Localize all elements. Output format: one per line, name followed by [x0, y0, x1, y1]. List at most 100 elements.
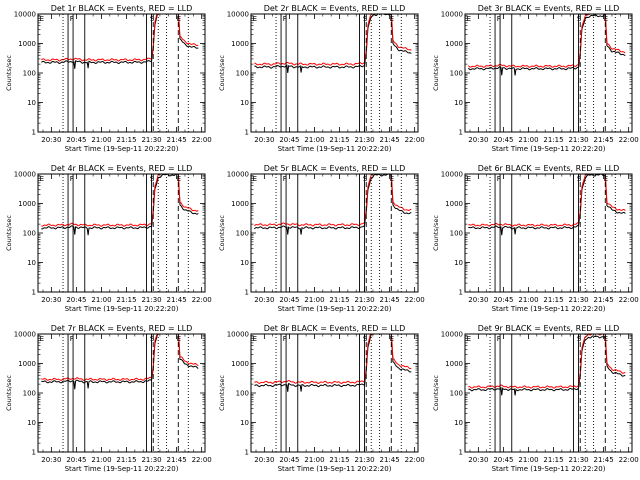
marker-label: F [497, 335, 501, 343]
y-tick-label: 1 [32, 129, 36, 137]
marker-label: E [40, 15, 44, 23]
x-tick-label: 21:00 [304, 296, 324, 304]
x-tick-label: 21:30 [568, 296, 588, 304]
plot-area [254, 174, 412, 235]
x-tick-label: 20:45 [493, 456, 513, 464]
x-tick-label: 20:45 [66, 456, 86, 464]
marker-label: E [40, 335, 44, 343]
marker-label: E [177, 175, 181, 183]
x-tick-label: 21:45 [167, 136, 187, 144]
marker-label: E [467, 335, 471, 343]
panel-title: Det 6r BLACK = Events, RED = LLD [478, 164, 620, 173]
x-axis-label: Start Time (19-Sep-11 20:22:20) [65, 305, 179, 313]
events-series-line [468, 174, 626, 236]
y-tick-label: 100 [23, 390, 36, 398]
marker-label: E [604, 175, 608, 183]
y-tick-label: 100 [236, 230, 249, 238]
events-series-line [41, 334, 199, 390]
x-tick-label: 21:30 [568, 456, 588, 464]
y-tick-label: 10 [240, 419, 249, 427]
marker-label: S [577, 175, 582, 183]
y-tick-label: 1000 [18, 360, 36, 368]
x-tick-label: 21:00 [304, 456, 324, 464]
lld-series-line [468, 334, 626, 389]
x-tick-label: 20:30 [254, 136, 274, 144]
plot-frame [464, 13, 633, 133]
y-axis-label: Counts/sec [218, 215, 226, 251]
y-tick-label: 100 [23, 70, 36, 78]
y-tick-label: 1 [245, 289, 249, 297]
y-tick-label: 10 [454, 419, 463, 427]
x-tick-label: 21:30 [141, 136, 161, 144]
y-tick-label: 100 [236, 70, 249, 78]
y-axis-label: Counts/sec [432, 215, 440, 251]
x-tick-label: 21:15 [543, 136, 563, 144]
x-tick-label: 20:30 [468, 296, 488, 304]
x-tick-label: 22:00 [619, 456, 639, 464]
marker-label: S [150, 15, 155, 23]
y-tick-label: 10000 [441, 171, 463, 179]
x-tick-label: 20:30 [468, 456, 488, 464]
x-tick-label: 22:00 [192, 296, 212, 304]
y-axis-label: Counts/sec [218, 55, 226, 91]
x-tick-label: 21:45 [380, 296, 400, 304]
x-tick-label: 21:15 [329, 456, 349, 464]
lld-series-line [468, 174, 626, 227]
y-tick-label: 100 [236, 390, 249, 398]
y-axis-label: Counts/sec [432, 375, 440, 411]
y-tick-label: 100 [450, 390, 463, 398]
x-tick-label: 21:00 [304, 136, 324, 144]
x-axis-label: Start Time (19-Sep-11 20:22:20) [492, 305, 606, 313]
events-series-line [467, 14, 626, 76]
panel-det-2: Det 2r BLACK = Events, RED = LLD Counts/s… [218, 4, 425, 153]
x-tick-label: 21:15 [543, 296, 563, 304]
plot-area [468, 174, 626, 236]
x-tick-label: 20:45 [493, 136, 513, 144]
plot-area [41, 14, 199, 69]
x-tick-label: 20:45 [279, 296, 299, 304]
plot-area [254, 14, 412, 74]
y-tick-label: 10 [27, 419, 36, 427]
x-tick-label: 21:45 [167, 296, 187, 304]
x-tick-label: 21:30 [354, 456, 374, 464]
y-tick-label: 10 [27, 99, 36, 107]
x-tick-label: 22:00 [619, 296, 639, 304]
panel-det-5: Det 5r BLACK = Events, RED = LLD Counts/s… [218, 164, 425, 313]
panel-det-8: Det 8r BLACK = Events, RED = LLD Counts/s… [218, 324, 425, 473]
marker-label: E [253, 335, 257, 343]
x-tick-label: 21:15 [116, 136, 136, 144]
x-axis-label: Start Time (19-Sep-11 20:22:20) [65, 145, 179, 153]
marker-label: S [577, 335, 582, 343]
y-tick-label: 10 [454, 259, 463, 267]
x-tick-label: 20:45 [66, 296, 86, 304]
lld-series-line [254, 174, 412, 227]
lld-series-line [254, 14, 412, 66]
panel-title: Det 1r BLACK = Events, RED = LLD [51, 4, 193, 13]
panel-det-6: Det 6r BLACK = Events, RED = LLD Counts/s… [432, 164, 639, 313]
y-tick-label: 1 [459, 289, 463, 297]
y-axis-label: Counts/sec [5, 215, 13, 251]
y-tick-label: 1000 [18, 40, 36, 48]
x-tick-label: 20:30 [41, 296, 61, 304]
marker-label: F [70, 15, 74, 23]
x-tick-label: 21:15 [543, 456, 563, 464]
lld-series-line [41, 334, 199, 382]
panel-title: Det 7r BLACK = Events, RED = LLD [51, 324, 193, 333]
marker-label: E [177, 335, 181, 343]
marker-label: F [497, 175, 501, 183]
x-axis-label: Start Time (19-Sep-11 20:22:20) [65, 465, 179, 473]
panel-title: Det 2r BLACK = Events, RED = LLD [264, 4, 406, 13]
events-series-line [254, 14, 412, 74]
x-tick-label: 21:00 [518, 456, 538, 464]
y-axis-label: Counts/sec [5, 55, 13, 91]
y-tick-label: 10000 [14, 331, 36, 339]
x-axis-label: Start Time (19-Sep-11 20:22:20) [492, 465, 606, 473]
marker-label: S [363, 335, 368, 343]
lld-series-line [467, 14, 626, 68]
plot-frame [250, 13, 419, 133]
x-tick-label: 21:15 [116, 296, 136, 304]
events-series-line [254, 334, 412, 392]
plot-area [41, 334, 199, 390]
marker-label: S [150, 175, 155, 183]
